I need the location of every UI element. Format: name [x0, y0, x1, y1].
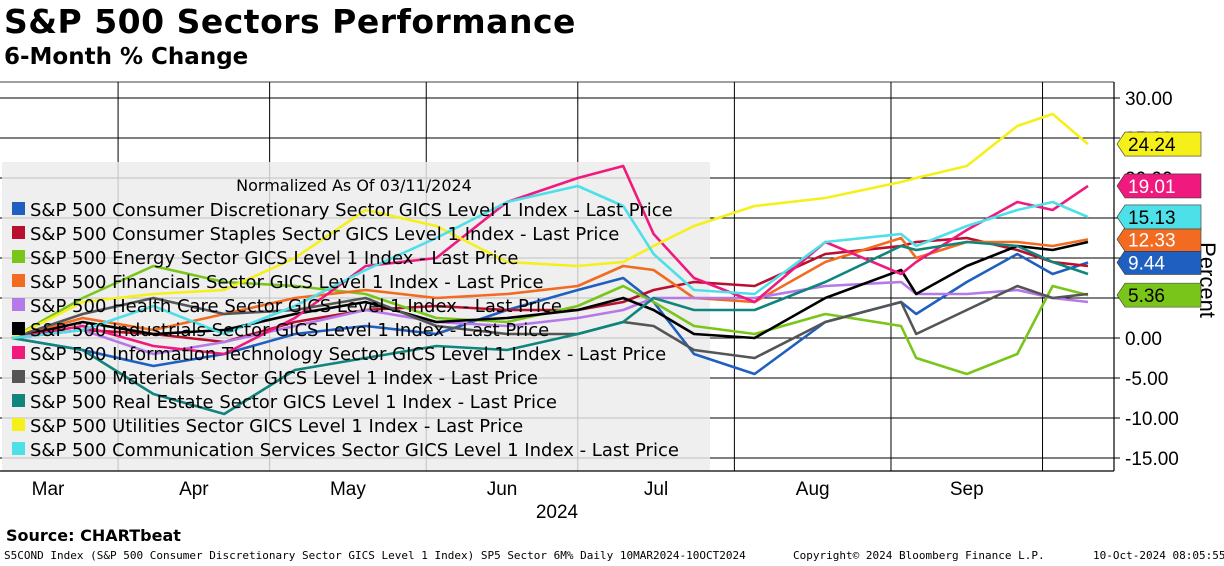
- legend-swatch: [12, 250, 25, 263]
- legend-entry: S&P 500 Materials Sector GICS Level 1 In…: [30, 368, 538, 389]
- legend-entry: S&P 500 Communication Services Sector GI…: [30, 440, 679, 461]
- legend-header: Normalized As Of 03/11/2024: [236, 176, 472, 195]
- source-note: Source: CHARTbeat: [6, 526, 181, 545]
- x-month-label: May: [330, 479, 366, 500]
- legend-entry: S&P 500 Real Estate Sector GICS Level 1 …: [30, 392, 557, 413]
- y-tick-label: 0.00: [1125, 329, 1162, 350]
- legend-entry: S&P 500 Financials Sector GICS Level 1 I…: [30, 272, 544, 293]
- footer-left: S5COND Index (S&P 500 Consumer Discretio…: [4, 549, 746, 562]
- y-tick-label: -5.00: [1125, 369, 1168, 390]
- legend-swatch: [12, 370, 25, 383]
- legend-swatch: [12, 346, 25, 359]
- last-value-tag: [1116, 250, 1202, 275]
- last-value-label: 5.36: [1128, 286, 1165, 307]
- legend-entry: S&P 500 Health Care Sector GICS Level 1 …: [30, 296, 562, 317]
- legend-entry: S&P 500 Energy Sector GICS Level 1 Index…: [30, 248, 518, 269]
- last-value-tag: [1116, 173, 1202, 199]
- legend-swatch: [12, 298, 25, 311]
- legend-swatch: [12, 442, 25, 455]
- last-value-label: 15.13: [1128, 208, 1176, 229]
- legend-entry: S&P 500 Consumer Discretionary Sector GI…: [30, 200, 673, 221]
- legend-entries: Normalized As Of 03/11/2024 S&P 500 Consu…: [12, 176, 679, 461]
- y-tick-label: -15.00: [1125, 449, 1179, 470]
- legend-swatch: [12, 394, 25, 407]
- series-line: [11, 284, 1089, 360]
- footer-copyright: Copyright© 2024 Bloomberg Finance L.P.: [793, 549, 1045, 562]
- legend-entry: S&P 500 Industrials Sector GICS Level 1 …: [30, 320, 549, 341]
- series-line: [11, 252, 1089, 376]
- last-value-tag: [1116, 227, 1202, 252]
- y-tick-label: 30.00: [1125, 89, 1173, 110]
- legend-swatch: [12, 202, 25, 215]
- x-month-label: Apr: [179, 479, 209, 500]
- x-month-label: Aug: [796, 479, 830, 500]
- series-line: [11, 236, 1089, 340]
- last-value-labels: 9.44 5.36 12.33 19.01 24.24 15.13: [1116, 131, 1202, 308]
- last-value-tag: [1116, 282, 1202, 308]
- series-line: [11, 264, 1089, 376]
- last-value-label: 24.24: [1128, 135, 1176, 156]
- footer-timestamp: 10-Oct-2024 08:05:55: [1093, 549, 1224, 562]
- legend-swatch: [12, 274, 25, 287]
- series-line: [11, 164, 1089, 356]
- legend-entry: S&P 500 Utilities Sector GICS Level 1 In…: [30, 416, 523, 437]
- legend-swatch: [12, 322, 25, 335]
- series-line: [11, 240, 1089, 340]
- y-tick-label: -10.00: [1125, 409, 1179, 430]
- series-line: [11, 184, 1089, 340]
- legend-swatch: [12, 226, 25, 239]
- legend-entry: S&P 500 Consumer Staples Sector GICS Lev…: [30, 224, 619, 245]
- x-month-label: Jul: [644, 479, 668, 500]
- x-month-label: Mar: [32, 479, 65, 500]
- series-line: [11, 112, 1089, 340]
- x-month-label: Sep: [950, 479, 984, 500]
- chart-title: S&P 500 Sectors Performance: [4, 2, 576, 41]
- chart-subtitle: 6-Month % Change: [4, 44, 249, 70]
- x-month-label: Jun: [487, 479, 518, 500]
- legend-entry: S&P 500 Information Technology Sector GI…: [30, 344, 666, 365]
- last-value-label: 9.44: [1128, 253, 1165, 274]
- last-value-label: 19.01: [1128, 177, 1176, 198]
- last-value-label: 12.33: [1128, 230, 1176, 251]
- series-line: [11, 240, 1089, 416]
- series-lines: [11, 112, 1089, 416]
- last-value-tag: [1116, 204, 1202, 230]
- x-year-label: 2024: [536, 502, 579, 523]
- last-value-tag: [1116, 131, 1202, 157]
- legend-swatch: [12, 418, 25, 431]
